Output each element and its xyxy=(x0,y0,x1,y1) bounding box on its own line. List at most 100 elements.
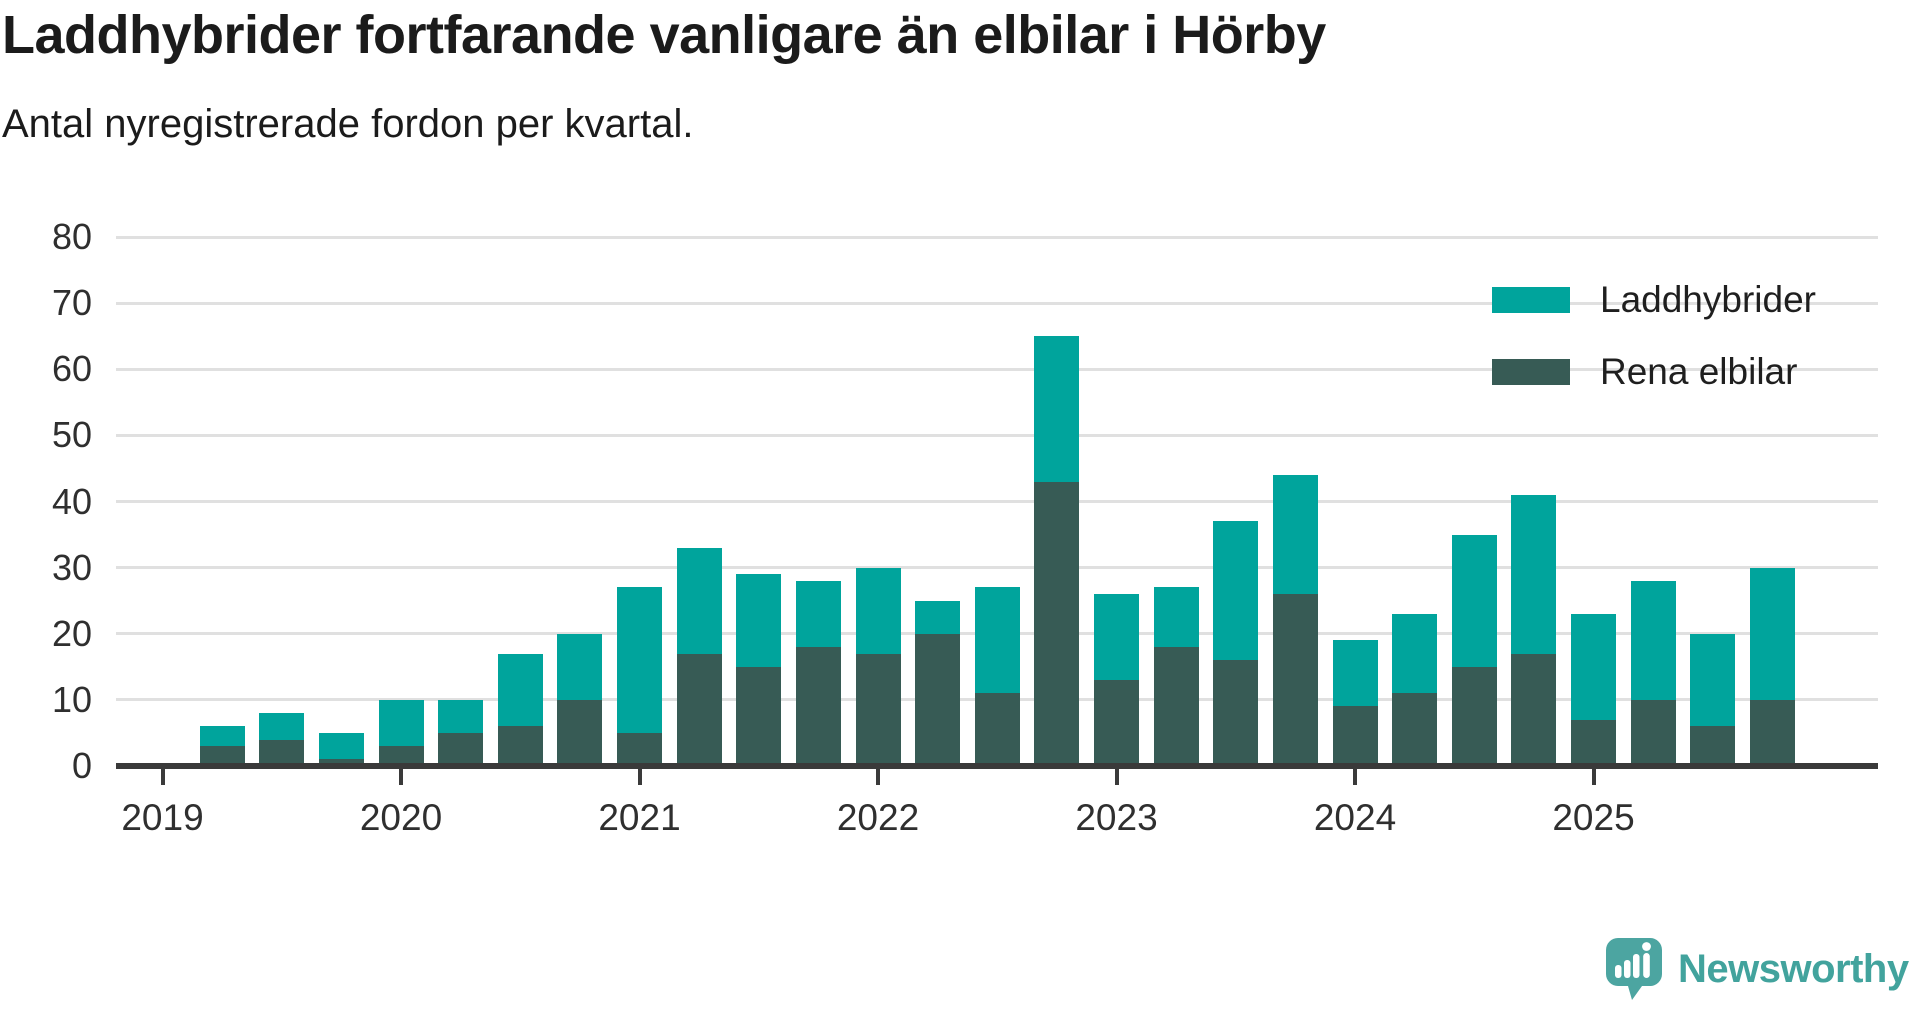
x-axis-line xyxy=(116,763,1878,769)
gridline xyxy=(116,367,1878,371)
y-axis-label: 20 xyxy=(51,612,92,654)
segment-rena-elbilar xyxy=(199,746,245,766)
year-tick xyxy=(1114,769,1119,785)
segment-rena-elbilar xyxy=(1094,680,1139,766)
stacked-bar xyxy=(1392,613,1438,766)
stacked-bar xyxy=(915,600,961,766)
segment-rena-elbilar xyxy=(855,653,901,766)
segment-rena-elbilar xyxy=(1749,699,1795,766)
legend-swatch-laddhybrider xyxy=(1492,287,1570,313)
segment-rena-elbilar xyxy=(1272,594,1318,766)
segment-rena-elbilar xyxy=(1332,706,1378,766)
year-tick xyxy=(637,769,642,785)
segment-laddhybrider xyxy=(199,726,245,747)
segment-rena-elbilar xyxy=(915,633,961,766)
segment-laddhybrider xyxy=(1571,613,1616,720)
y-axis-label: 10 xyxy=(51,678,92,720)
y-axis-label: 30 xyxy=(51,546,92,588)
segment-rena-elbilar xyxy=(1630,699,1676,766)
segment-laddhybrider xyxy=(318,732,364,760)
year-tick xyxy=(160,769,165,785)
stacked-bar xyxy=(497,653,543,766)
segment-laddhybrider xyxy=(1213,521,1259,661)
segment-rena-elbilar xyxy=(1392,693,1438,766)
segment-rena-elbilar xyxy=(259,739,305,766)
legend-swatch-rena-elbilar xyxy=(1492,359,1570,385)
x-axis-label: 2025 xyxy=(1552,797,1635,838)
segment-rena-elbilar xyxy=(1571,719,1616,766)
stacked-bar xyxy=(1749,567,1795,766)
segment-laddhybrider xyxy=(497,653,543,727)
segment-rena-elbilar xyxy=(1690,726,1736,766)
year-tick xyxy=(876,769,880,785)
gridline xyxy=(116,500,1878,503)
legend-label-laddhybrider: Laddhybrider xyxy=(1600,279,1816,320)
segment-laddhybrider xyxy=(974,587,1020,694)
stacked-bar xyxy=(1451,534,1497,766)
y-axis-label: 60 xyxy=(51,348,92,390)
segment-laddhybrider xyxy=(1153,587,1199,647)
newsworthy-logo: Newsworthy xyxy=(1606,938,1909,1000)
segment-laddhybrider xyxy=(1034,336,1080,482)
stacked-bar xyxy=(438,699,484,766)
year-tick xyxy=(1353,769,1357,785)
legend-item-rena-elbilar: Rena elbilar xyxy=(1492,351,1816,393)
gridline xyxy=(116,235,1878,239)
segment-rena-elbilar xyxy=(1451,666,1497,766)
segment-laddhybrider xyxy=(1451,534,1497,667)
segment-laddhybrider xyxy=(1332,640,1378,707)
stacked-bar xyxy=(259,713,305,766)
segment-laddhybrider xyxy=(855,567,901,654)
segment-laddhybrider xyxy=(259,713,305,740)
x-axis-label: 2024 xyxy=(1313,797,1397,838)
segment-rena-elbilar xyxy=(438,732,484,766)
x-axis-label: 2021 xyxy=(598,797,681,838)
chart-title: Laddhybrider fortfarande vanligare än el… xyxy=(2,5,1326,65)
segment-laddhybrider xyxy=(1094,594,1139,681)
segment-laddhybrider xyxy=(1690,633,1736,727)
stacked-bar xyxy=(1213,521,1259,766)
stacked-bar xyxy=(1332,640,1378,766)
stacked-bar xyxy=(1153,587,1199,766)
segment-laddhybrider xyxy=(1272,475,1318,595)
stacked-bar xyxy=(1630,580,1676,766)
stacked-bar xyxy=(378,699,424,766)
stacked-bar xyxy=(1511,494,1557,766)
newsworthy-logo-text: Newsworthy xyxy=(1678,946,1909,991)
y-axis-label: 50 xyxy=(51,414,92,456)
segment-rena-elbilar xyxy=(318,759,364,766)
legend-item-laddhybrider: Laddhybrider xyxy=(1492,279,1816,321)
y-axis-label: 80 xyxy=(51,216,92,257)
stacked-bar xyxy=(1034,336,1080,766)
stacked-bar xyxy=(855,567,901,766)
stacked-bar xyxy=(676,547,722,766)
segment-laddhybrider xyxy=(736,574,782,667)
segment-rena-elbilar xyxy=(736,666,782,766)
stacked-bar xyxy=(1272,475,1318,766)
x-axis-label: 2022 xyxy=(836,797,920,838)
segment-laddhybrider xyxy=(1630,580,1676,700)
gridline xyxy=(116,433,1878,437)
segment-rena-elbilar xyxy=(1153,646,1199,766)
segment-rena-elbilar xyxy=(795,646,841,766)
stacked-bar xyxy=(736,574,782,766)
legend: Laddhybrider Rena elbilar xyxy=(1492,279,1816,423)
segment-rena-elbilar xyxy=(676,653,722,766)
segment-rena-elbilar xyxy=(1213,660,1259,766)
gridline xyxy=(116,566,1878,570)
segment-laddhybrider xyxy=(557,633,603,700)
x-axis-label: 2020 xyxy=(359,797,443,838)
y-axis-label: 70 xyxy=(51,282,92,324)
segment-laddhybrider xyxy=(1392,613,1438,694)
legend-label-rena-elbilar: Rena elbilar xyxy=(1600,351,1798,392)
stacked-bar xyxy=(199,726,245,766)
stacked-bar xyxy=(974,587,1020,766)
segment-rena-elbilar xyxy=(1511,653,1557,766)
year-tick xyxy=(1591,769,1596,785)
segment-rena-elbilar xyxy=(617,732,662,766)
stacked-bar xyxy=(318,732,364,766)
segment-laddhybrider xyxy=(1511,494,1557,654)
stacked-bar xyxy=(617,587,662,766)
gridline xyxy=(116,301,1878,305)
